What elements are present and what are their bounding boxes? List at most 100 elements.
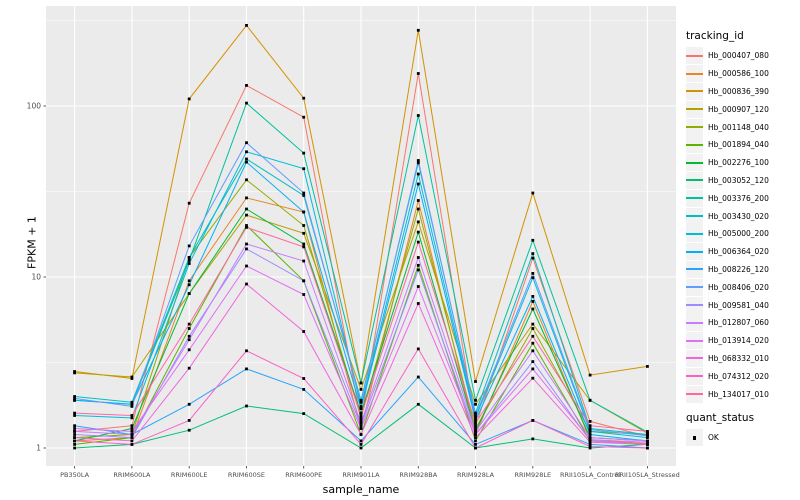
data-point: [130, 414, 134, 417]
data-point: [302, 412, 306, 415]
legend-entry: Hb_000407_080: [686, 47, 798, 65]
line-swatch-icon: [686, 339, 703, 342]
data-point: [531, 341, 535, 345]
data-point: [416, 240, 420, 244]
data-point: [245, 178, 248, 182]
data-point: [73, 398, 76, 402]
data-point: [73, 427, 76, 430]
data-point: [130, 400, 134, 404]
data-point: [474, 446, 477, 450]
legend-entry-label: Hb_003052_120: [708, 175, 769, 185]
data-point: [73, 436, 76, 439]
data-point: [359, 411, 363, 415]
data-point: [416, 256, 420, 259]
legend-entry-label: Hb_002276_100: [708, 158, 769, 168]
line-swatch-icon: [686, 90, 703, 93]
legend-entry-label: Hb_001148_040: [708, 122, 769, 132]
data-point: [588, 443, 592, 446]
data-point: [416, 114, 420, 117]
data-point: [416, 159, 420, 162]
data-point: [588, 446, 592, 450]
data-point: [474, 427, 477, 430]
data-point: [187, 262, 191, 265]
x-tick-label: RRII105LA_Control: [560, 471, 620, 479]
legend-entry-label: Hb_000586_100: [708, 69, 769, 79]
legend-key: [686, 207, 703, 225]
data-point: [531, 276, 535, 280]
data-point: [531, 307, 535, 311]
legend-entry-label: Hb_000407_080: [708, 51, 769, 61]
line-swatch-icon: [686, 232, 703, 235]
legend-key: [686, 47, 703, 65]
legend-entry-label: Hb_005000_200: [708, 229, 769, 239]
x-tick-label: RRII105LA_Stressed: [615, 471, 680, 479]
data-point: [359, 381, 363, 385]
data-point: [359, 400, 363, 404]
data-point: [359, 446, 363, 450]
data-point: [302, 167, 306, 171]
data-point: [474, 414, 477, 417]
point-swatch-icon: [692, 436, 697, 440]
line-swatch-icon: [686, 143, 703, 146]
data-point: [130, 430, 134, 433]
legend-entry-label: Hb_012807_060: [708, 318, 769, 328]
data-point: [130, 424, 134, 428]
data-point: [187, 419, 191, 422]
data-point: [130, 402, 134, 406]
legend-entry: Hb_006364_020: [686, 243, 798, 261]
data-point: [416, 230, 420, 234]
y-tick-label: 10: [31, 273, 41, 282]
data-point: [416, 375, 420, 379]
data-point: [416, 347, 420, 351]
data-point: [531, 360, 535, 363]
line-swatch-icon: [686, 215, 703, 218]
legend-entry-label: Hb_134017_010: [708, 389, 769, 399]
data-point: [302, 293, 306, 296]
data-point: [474, 380, 477, 383]
legend-key: [686, 225, 703, 243]
legend-key: [686, 171, 703, 189]
data-point: [531, 300, 535, 303]
legend-entry: Hb_003052_120: [686, 171, 798, 190]
data-point: [646, 365, 649, 368]
data-point: [588, 373, 592, 377]
data-point: [245, 207, 248, 211]
legend-entry: Hb_009581_040: [686, 296, 798, 314]
legend-entry-ok: OK: [686, 429, 798, 447]
data-point: [187, 292, 191, 295]
data-point: [73, 433, 76, 436]
data-point: [416, 302, 420, 305]
data-point: [531, 238, 535, 242]
data-point: [245, 264, 248, 268]
data-point: [245, 242, 248, 246]
data-points: [73, 24, 649, 450]
data-point: [359, 414, 363, 417]
quant-status-legend: quant_status OK: [686, 412, 798, 447]
data-point: [531, 322, 535, 326]
data-point: [531, 256, 535, 260]
legend-entry: Hb_074312_020: [686, 367, 798, 385]
data-point: [646, 436, 649, 439]
legend-entry-label: Hb_013914_020: [708, 336, 769, 346]
legend-key: [686, 429, 703, 447]
legend-entry-label: Hb_000907_120: [708, 104, 769, 114]
legend-entry-label: Hb_068332_010: [708, 353, 769, 363]
data-point: [245, 367, 248, 371]
x-axis-title: sample_name: [322, 483, 400, 496]
line-swatch-icon: [686, 286, 703, 289]
data-point: [531, 252, 535, 255]
legend-title-tracking-id: tracking_id: [686, 30, 744, 42]
line-swatch-icon: [686, 72, 703, 75]
data-point: [73, 424, 76, 428]
x-tick-label: RRIM600PE: [285, 471, 322, 479]
data-point: [73, 411, 76, 415]
data-point: [359, 424, 363, 428]
data-point: [646, 446, 649, 450]
data-point: [531, 334, 535, 338]
data-point: [359, 439, 363, 443]
legend-entry: Hb_000907_120: [686, 100, 798, 118]
x-tick-label: PB350LA: [60, 471, 90, 479]
data-point: [416, 268, 420, 272]
legend-entry: Hb_013914_020: [686, 332, 798, 350]
legend-key: [686, 100, 703, 118]
